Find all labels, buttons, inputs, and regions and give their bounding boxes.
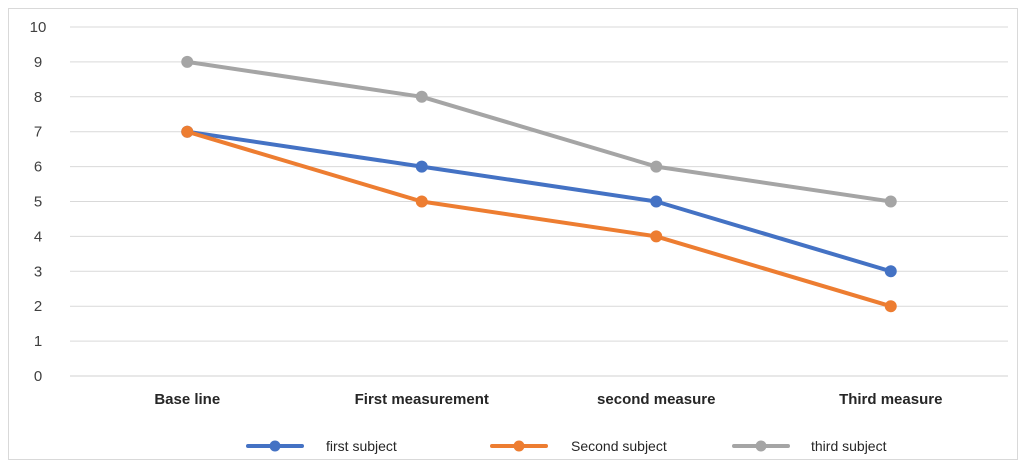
y-tick-label: 3 (34, 263, 42, 280)
data-point (181, 55, 194, 68)
series-line (185, 129, 893, 309)
data-point (415, 90, 428, 103)
y-tick-label: 5 (34, 194, 42, 211)
chart-frame (8, 8, 1018, 460)
data-point (650, 195, 663, 208)
legend-marker (513, 440, 525, 452)
y-tick-label: 4 (34, 228, 42, 245)
x-tick-label: Third measure (839, 391, 942, 408)
data-point (650, 230, 663, 243)
legend-label: first subject (326, 438, 397, 454)
y-tick-label: 9 (34, 54, 42, 71)
data-point (415, 195, 428, 208)
data-point (884, 300, 897, 313)
x-tick-label: Base line (154, 391, 220, 408)
legend-marker (755, 440, 767, 452)
y-tick-label: 1 (34, 333, 42, 350)
y-tick-label: 2 (34, 298, 42, 315)
x-tick-label: First measurement (355, 391, 489, 408)
data-point (884, 195, 897, 208)
series-line (185, 59, 893, 204)
legend-label: Second subject (571, 438, 667, 454)
y-tick-label: 6 (34, 159, 42, 176)
series-line (185, 129, 893, 274)
data-point (884, 265, 897, 278)
legend-marker (269, 440, 281, 452)
data-point (650, 160, 663, 173)
y-tick-label: 0 (34, 368, 42, 385)
y-tick-label: 8 (34, 89, 42, 106)
y-tick-label: 7 (34, 124, 42, 141)
data-point (181, 125, 194, 138)
legend-label: third subject (811, 438, 887, 454)
y-tick-label: 10 (30, 19, 47, 36)
data-point (415, 160, 428, 173)
x-tick-label: second measure (597, 391, 715, 408)
